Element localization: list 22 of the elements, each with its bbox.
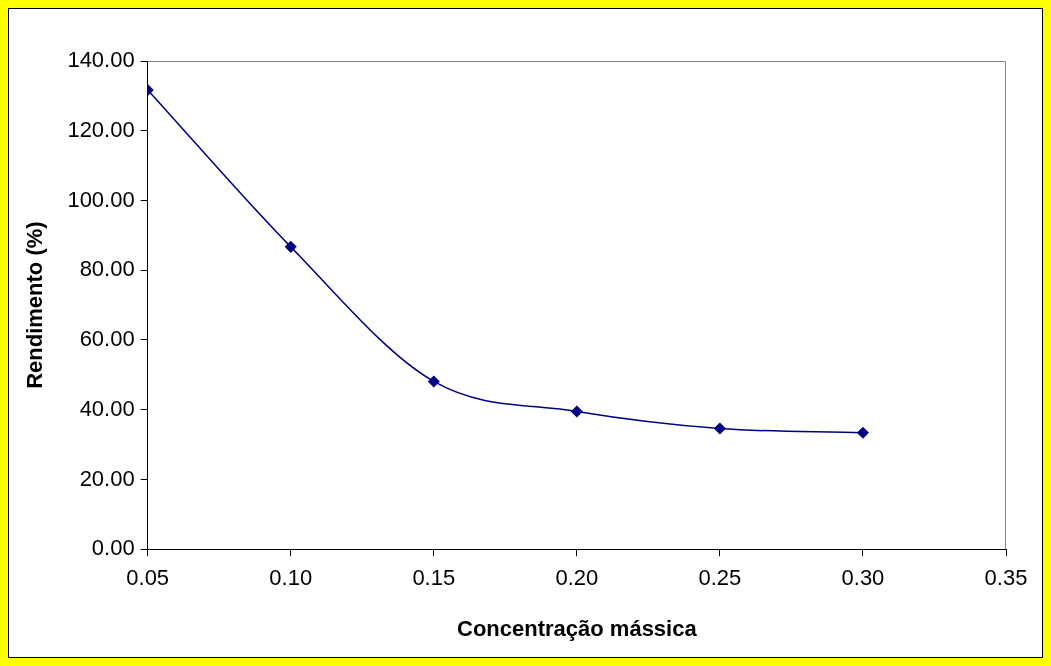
point <box>284 241 297 253</box>
point <box>571 405 583 418</box>
x-tick-label: 0.25 <box>698 565 742 591</box>
point <box>714 422 726 435</box>
point <box>857 426 869 439</box>
y-tick-label: 120.00 <box>67 116 135 142</box>
x-tick-label: 0.15 <box>412 565 456 591</box>
x-tick-label: 0.20 <box>555 565 599 591</box>
y-axis-title: Rendimento (%) <box>22 221 48 389</box>
y-tick-label: 40.00 <box>79 395 135 421</box>
x-tick-label: 0.30 <box>841 565 885 591</box>
y-tick-label: 20.00 <box>79 465 135 491</box>
point <box>428 375 440 388</box>
y-tick-label: 60.00 <box>79 326 135 352</box>
y-tick-label: 140.00 <box>67 47 135 73</box>
y-tick-label: 100.00 <box>67 186 135 212</box>
x-axis-title: Concentração mássica <box>457 615 698 641</box>
y-tick-label: 0.00 <box>91 535 135 561</box>
x-tick-label: 0.35 <box>984 565 1028 591</box>
x-tick-label: 0.10 <box>269 565 313 591</box>
y-tick-label: 80.00 <box>79 256 135 282</box>
x-tick-label: 0.05 <box>126 565 170 591</box>
